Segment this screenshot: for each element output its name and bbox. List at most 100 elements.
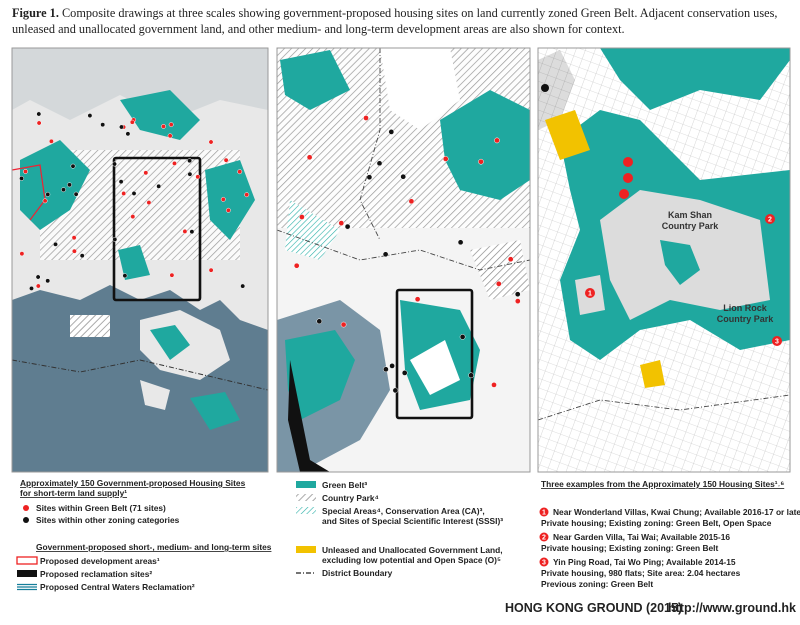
site-dot (195, 174, 201, 180)
site-dot (244, 192, 250, 198)
legend-item: District Boundary (322, 568, 393, 578)
site-dot (122, 273, 128, 279)
site-dot (100, 122, 106, 128)
site-dot (23, 169, 28, 174)
site-dot (29, 285, 34, 291)
site-dot (376, 160, 383, 167)
site-dot (187, 158, 193, 164)
legend-heading: Government-proposed short-, medium- and … (36, 542, 272, 552)
map-label: Lion Rock (723, 303, 767, 313)
site-dot (87, 113, 93, 119)
site-dot (36, 120, 42, 126)
example-line: Yin Ping Road, Tai Wo Ping; Available 20… (553, 557, 736, 567)
site-dot (366, 174, 373, 181)
site-dot (70, 163, 76, 169)
legend-heading: Approximately 150 Government-proposed Ho… (20, 478, 246, 488)
legend-item: Proposed Central Waters Reclamation² (40, 582, 195, 592)
example-line: Private housing; Existing zoning: Green … (541, 518, 772, 528)
site-dot (408, 198, 415, 205)
site-dots (19, 111, 521, 394)
site-dot (442, 156, 449, 162)
legend-swatch (16, 556, 38, 565)
site-dot (468, 372, 474, 379)
legend-swatch (296, 481, 316, 488)
site-dot (400, 173, 407, 180)
site-dot (514, 298, 521, 304)
site-dot (189, 229, 195, 235)
site-dot (340, 321, 347, 328)
site-dot (623, 157, 633, 167)
site-dot (36, 111, 42, 117)
caption-line: unleased and unallocated government land… (12, 22, 625, 36)
example-marker (539, 557, 549, 567)
site-dot (35, 274, 41, 280)
site-dot (208, 267, 214, 273)
site-dot (220, 196, 226, 202)
site-dot (316, 318, 323, 325)
site-dot (494, 137, 500, 144)
map-label: Country Park (717, 314, 775, 324)
site-dot (45, 278, 51, 284)
panel-frame (537, 47, 791, 473)
panel-frame (11, 47, 269, 473)
example-number: 2 (542, 535, 546, 542)
legend-swatch (296, 494, 316, 501)
site-dot (388, 129, 395, 135)
site-dot (507, 256, 514, 263)
site-dot (130, 214, 136, 220)
legend-heading: for short-term land supply¹ (20, 488, 127, 498)
site-dot (67, 182, 72, 188)
legend-swatch (296, 546, 316, 553)
site-dot (619, 189, 629, 199)
site-dot (112, 236, 118, 242)
footer-url: http://www.ground.hk (668, 601, 796, 615)
site-dot (187, 171, 193, 177)
legend-item: Unleased and Unallocated Government Land… (322, 545, 503, 555)
site-dot (478, 158, 484, 165)
legend-examples: Three examples from the Approximately 15… (539, 479, 800, 589)
example-line: Private housing; Existing zoning: Green … (541, 543, 719, 553)
caption: Figure 1. Composite drawings at three sc… (12, 6, 777, 20)
site-dot (457, 239, 464, 246)
site-dot (169, 272, 175, 278)
example-line: Previous zoning: Green Belt (541, 579, 653, 589)
site-marker: 3 (772, 336, 782, 346)
map-panel-territory (12, 48, 268, 472)
site-dot (61, 187, 66, 193)
example-line: Near Garden Villa, Tai Wai; Available 20… (553, 532, 730, 542)
site-dot (19, 251, 25, 257)
legend-swatch (23, 505, 29, 511)
site-dot (514, 291, 521, 298)
legend-item: Proposed development areas¹ (40, 556, 160, 566)
site-dot (121, 191, 127, 196)
map-panel-district (277, 48, 530, 472)
legend-item: Country Park⁴ (322, 493, 379, 503)
site-dot (299, 214, 305, 220)
marker-number: 2 (768, 217, 772, 224)
legend-item: excluding low potential and Open Space (… (322, 555, 501, 565)
site-dot (172, 160, 177, 166)
site-dot (71, 235, 77, 241)
legend-swatch (17, 583, 37, 591)
site-dot (382, 251, 389, 258)
caption-line: Composite drawings at three scales showi… (62, 6, 777, 20)
example-line: Private housing, 980 flats; Site area: 2… (541, 568, 741, 578)
site-dot (48, 138, 54, 144)
map-panel-site: Kam Shan Country Park Lion Rock Country … (538, 48, 790, 472)
panel-frame (276, 47, 531, 473)
footer-source: HONG KONG GROUND (2015) (505, 601, 682, 615)
legend-swatch (17, 570, 37, 577)
site-marker: 1 (585, 288, 595, 298)
site-dot (143, 170, 149, 176)
site-dot (306, 154, 313, 161)
site-dot (223, 157, 229, 163)
map-label: Country Park (662, 221, 720, 231)
site-dot (363, 115, 369, 121)
site-dot (383, 366, 389, 373)
site-dot (79, 253, 85, 259)
site-dot (392, 387, 399, 394)
site-dot (495, 280, 502, 287)
site-dot (541, 84, 549, 92)
site-dot (414, 296, 421, 303)
